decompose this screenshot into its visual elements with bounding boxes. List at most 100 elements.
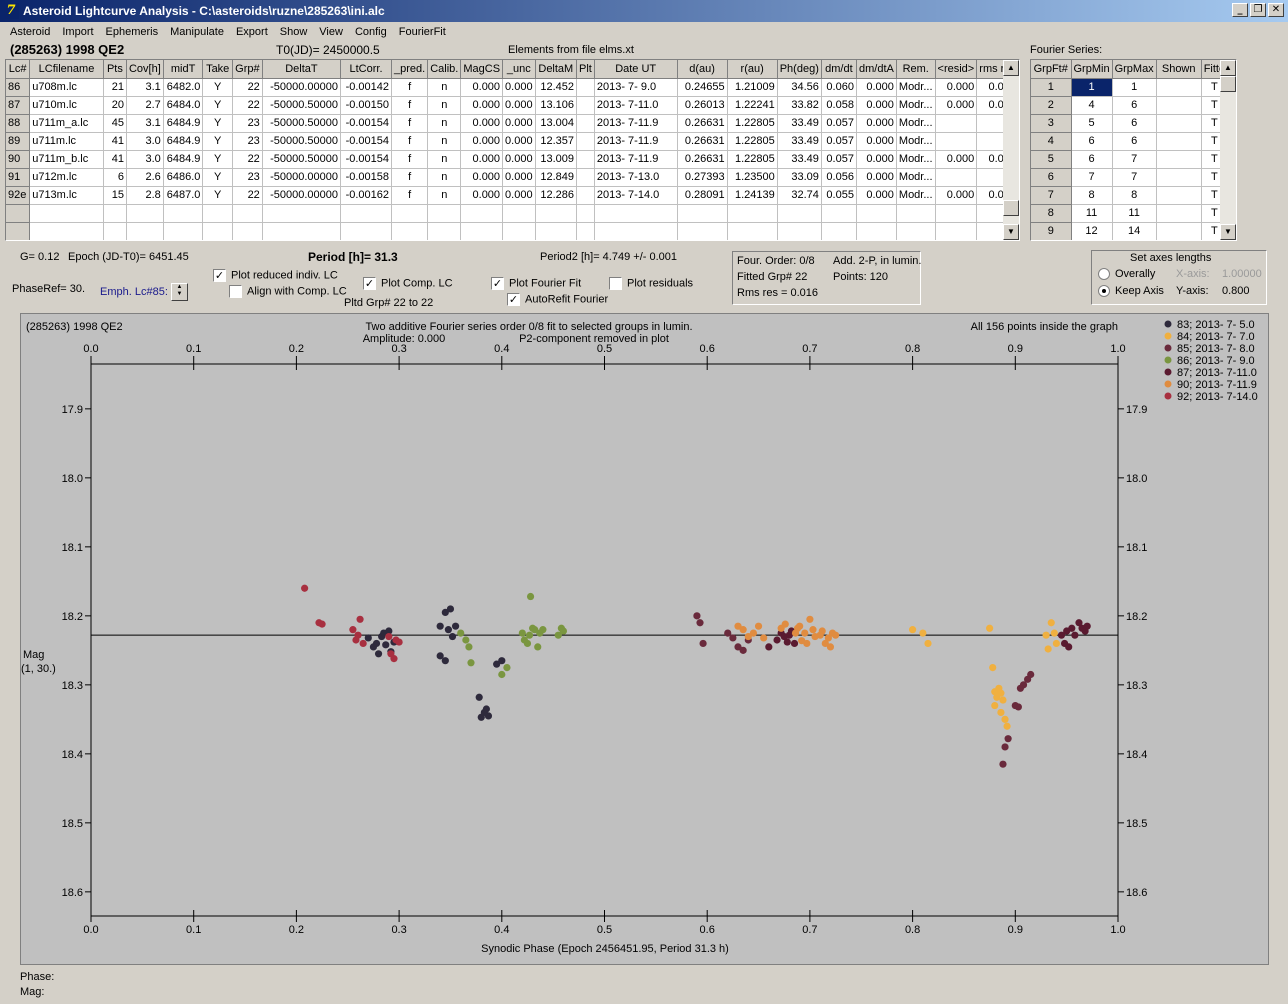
lc-cell[interactable]: 0.000 (460, 78, 504, 97)
lc-cell[interactable]: 0.27393 (677, 168, 728, 187)
data-point[interactable] (364, 634, 372, 642)
lc-cell[interactable]: 3.0 (126, 150, 164, 169)
spin-down-icon[interactable]: ▼ (176, 291, 183, 297)
lc-cell-empty[interactable] (896, 204, 936, 223)
lc-cell[interactable]: 13.009 (535, 150, 578, 169)
ft-cell[interactable] (1156, 186, 1202, 205)
data-point[interactable] (498, 657, 506, 665)
lc-cell[interactable]: 6487.0 (163, 186, 204, 205)
table-row[interactable]: 90 u711m_b.lc 41 3.0 6484.9 Y 22 -50000.50000 -0… (6, 150, 1019, 169)
lc-cell[interactable]: 0.057 (821, 114, 857, 133)
lc-header-1[interactable]: LCfilename (29, 60, 104, 79)
lc-cell[interactable]: 0.000 (935, 150, 978, 169)
lc-header-5[interactable]: Take (202, 60, 233, 79)
ft-cell[interactable]: 6 (1112, 96, 1157, 115)
lc-cell[interactable]: Y (202, 186, 233, 205)
data-point[interactable] (525, 631, 534, 639)
lc-cell[interactable]: Modr... (896, 78, 936, 97)
lc-cell[interactable]: 23 (232, 114, 263, 133)
lc-cell[interactable]: 6486.0 (163, 168, 204, 187)
data-point[interactable] (1042, 631, 1050, 639)
lc-cell[interactable]: n (427, 132, 462, 151)
lc-cell[interactable]: 6484.9 (163, 114, 204, 133)
table-row[interactable]: 87 u710m.lc 20 2.7 6484.0 Y 22 -50000.50000 -0.0… (6, 96, 1019, 115)
lc-cell[interactable]: 12.357 (535, 132, 578, 151)
ft-cell[interactable] (1156, 204, 1202, 223)
lc-cell-empty[interactable] (594, 204, 678, 223)
table-row[interactable]: 92e u713m.lc 15 2.8 6487.0 Y 22 -50000.00000 -0.… (6, 186, 1019, 205)
lightcurve-table-scrollbar[interactable]: ▲ ▼ (1003, 60, 1019, 240)
lc-cell[interactable]: 86 (6, 78, 31, 97)
data-point[interactable] (354, 631, 362, 639)
lc-cell[interactable]: f (391, 114, 429, 133)
lc-cell[interactable]: f (391, 132, 429, 151)
lc-cell-empty[interactable] (460, 222, 504, 240)
data-point[interactable] (1001, 715, 1009, 723)
lc-header-4[interactable]: midT (163, 60, 204, 79)
lightcurve-plot-frame[interactable]: (285263) 1998 QE2 Two additive Fourier s… (20, 313, 1269, 965)
data-point[interactable] (559, 627, 568, 635)
ft-cell[interactable] (1156, 78, 1202, 97)
lc-cell[interactable]: 23 (232, 168, 263, 187)
ft-cell[interactable]: 6 (1112, 132, 1157, 151)
lc-cell-empty[interactable] (6, 222, 31, 240)
lc-cell[interactable]: 2.6 (126, 168, 164, 187)
data-point[interactable] (465, 643, 473, 651)
data-point[interactable] (1044, 645, 1052, 653)
data-point[interactable] (1083, 622, 1091, 630)
phaseref-value[interactable]: PhaseRef= 30. (12, 283, 86, 295)
restore-button[interactable]: ❐ (1250, 3, 1266, 17)
data-point[interactable] (444, 626, 452, 634)
lc-cell[interactable]: 1.22805 (727, 132, 778, 151)
lc-cell[interactable]: 22 (232, 186, 263, 205)
lc-cell[interactable]: u708m.lc (29, 78, 104, 97)
lc-cell-empty[interactable] (232, 204, 263, 223)
lc-cell-empty[interactable] (935, 204, 978, 223)
lc-cell[interactable]: f (391, 186, 429, 205)
y-axis-value[interactable]: 0.800 (1222, 285, 1250, 297)
lc-header-20[interactable]: dm/dtA (856, 60, 897, 79)
lc-cell[interactable]: 87 (6, 96, 31, 115)
lc-cell[interactable]: 0.000 (856, 114, 897, 133)
menu-ephemeris[interactable]: Ephemeris (105, 26, 159, 38)
lc-cell[interactable]: 2.8 (126, 186, 164, 205)
lc-cell-empty[interactable] (502, 204, 536, 223)
ft-cell[interactable]: 6 (1112, 114, 1157, 133)
lc-cell[interactable]: 6484.9 (163, 132, 204, 151)
ft-cell[interactable]: 8 (1071, 186, 1113, 205)
lc-cell[interactable]: Modr... (896, 186, 936, 205)
lc-header-8[interactable]: LtCorr. (340, 60, 393, 79)
lc-cell[interactable]: Modr... (896, 132, 936, 151)
data-point[interactable] (1003, 722, 1011, 730)
fourier-scroll-down-icon[interactable]: ▼ (1220, 224, 1236, 240)
data-point[interactable] (1065, 643, 1073, 651)
data-point[interactable] (783, 638, 791, 646)
ft-cell[interactable] (1156, 114, 1202, 133)
table-row[interactable]: 91 u712m.lc 6 2.6 6486.0 Y 23 -50000.00000 -0.00… (6, 168, 1019, 187)
lc-cell[interactable]: 45 (103, 114, 127, 133)
ft-cell[interactable]: 4 (1031, 132, 1072, 151)
data-point[interactable] (824, 634, 832, 642)
lc-cell[interactable]: 0.000 (935, 78, 978, 97)
lc-cell[interactable]: 0.28091 (677, 186, 728, 205)
lc-cell[interactable]: -50000.00000 (262, 168, 341, 187)
lc-cell-empty[interactable] (202, 222, 233, 240)
lc-cell[interactable]: 0.26013 (677, 96, 728, 115)
ft-cell[interactable] (1156, 150, 1202, 169)
fourier-scroll-thumb[interactable] (1220, 76, 1236, 92)
data-point[interactable] (986, 624, 994, 632)
lc-cell[interactable]: 6484.9 (163, 150, 204, 169)
lc-cell[interactable]: 0.000 (460, 186, 504, 205)
lc-cell[interactable]: 1.22805 (727, 114, 778, 133)
data-point[interactable] (462, 636, 470, 644)
data-point[interactable] (446, 605, 455, 613)
data-point[interactable] (997, 689, 1005, 697)
lc-cell[interactable]: 91 (6, 168, 31, 187)
data-point[interactable] (809, 626, 817, 634)
lc-cell[interactable]: n (427, 150, 462, 169)
lc-cell[interactable]: -0.00158 (340, 168, 393, 187)
ft-cell[interactable]: 6 (1071, 150, 1113, 169)
data-point[interactable] (818, 627, 826, 635)
